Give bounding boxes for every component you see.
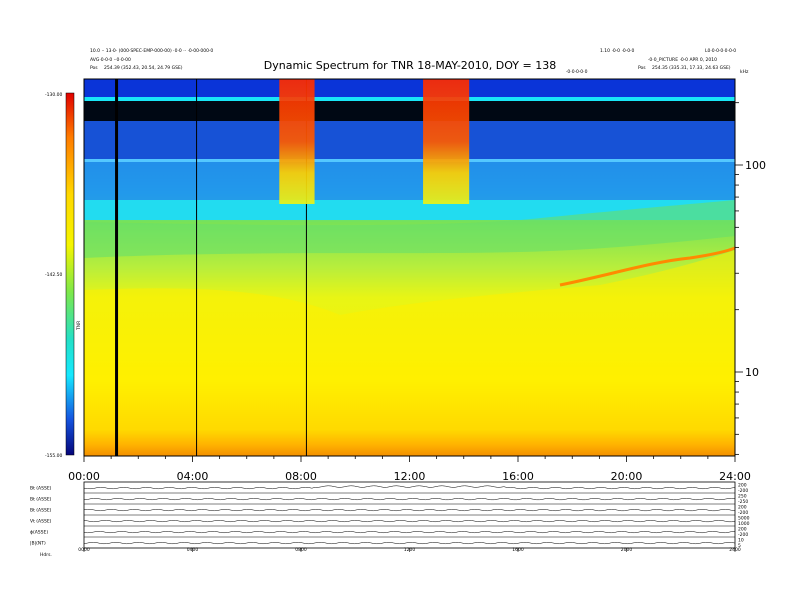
bottom-right-label-3: -250	[738, 499, 748, 505]
bottom-row-label-2: Bt (ASSE)	[30, 508, 52, 514]
bottom-row-trace-0	[83, 485, 736, 490]
green-transition-band	[84, 200, 735, 258]
right-axis-label-10: 10	[745, 366, 759, 379]
x-axis-label-4: 16:00	[502, 470, 534, 483]
bottom-row-label-3: Vt (ASSE)	[30, 519, 52, 525]
bottom-x-label-4: 1600	[512, 547, 524, 553]
bottom-row-label-4: ϕ(ASSE)	[30, 530, 48, 536]
bottom-right-label-8: 200	[738, 527, 747, 533]
x-axis-label-2: 08:00	[285, 470, 317, 483]
header-right-pos-value: 254.35 (335.31, 17.33, 24.63 GSE)	[652, 65, 731, 71]
blue-band	[84, 121, 735, 161]
bottom-right-label-2: 250	[738, 494, 747, 500]
x-axis-label-1: 04:00	[177, 470, 209, 483]
colorbar-unit-label: TNR	[76, 321, 82, 331]
bottom-right-label-10: 10	[738, 538, 744, 544]
bottom-right-label-7: 1000	[738, 521, 750, 527]
header-left-pos-label: Pos	[90, 65, 98, 71]
cyan-band	[84, 162, 735, 202]
x-axis-label-5: 20:00	[611, 470, 643, 483]
bursts-group	[279, 79, 470, 204]
header-right-line1-left: 1.10 ·0·0 ·0·0·0	[600, 48, 634, 54]
orange-plasma-line	[559, 246, 736, 287]
bottom-row-trace-2	[83, 509, 736, 512]
bottom-row-label-0: Bt (ASSE)	[30, 486, 52, 492]
x-axis-label-0: 00:00	[68, 470, 100, 483]
bottom-row-trace-3	[83, 520, 736, 523]
bottom-row-label-1: Bt (ASSE)	[30, 497, 52, 503]
bottom-row-trace-1	[83, 498, 736, 501]
header-left-line1: 10.0 ·· 13·0· (000·SPEC·EMP·000·00) ·0·0…	[90, 48, 213, 54]
bottom-x-label-2: 0800	[295, 547, 307, 553]
dark-band-black	[84, 101, 735, 121]
spectrogram-plot	[83, 78, 736, 457]
header-center-marker: ·0·0·0·0·0	[566, 69, 588, 75]
bottom-right-label-0: 200	[738, 483, 747, 489]
header-right-line1-right: L0·0·0·0·0·0·0	[705, 48, 736, 54]
khz-unit-label: kHz	[740, 69, 749, 75]
colorbar-mid-label: -142.50	[45, 272, 63, 278]
bottom-x-label-6: 2400	[729, 547, 741, 553]
bottom-x-label-3: 1200	[404, 547, 416, 553]
x-axis-label-3: 12:00	[394, 470, 426, 483]
bottom-row-label-5: |B|(NT)	[30, 541, 46, 547]
bottom-right-label-1: -200	[738, 488, 748, 494]
bright-line-lower	[84, 159, 735, 162]
radio-burst-2	[423, 79, 470, 204]
chart-title: Dynamic Spectrum for TNR 18-MAY-2010, DO…	[264, 59, 556, 72]
radio-burst-1	[279, 79, 315, 204]
header-right-line2: ·0·0_PICTURE ·0·0 APR 0, 2010	[648, 57, 717, 63]
right-axis-label-100: 100	[745, 159, 766, 172]
colorbar-min-label: -155.00	[45, 453, 63, 459]
x-axis: 00:00 04:00 08:00 12:00 16:00 20:00 24:00	[68, 456, 751, 483]
bottom-right-label-6: 5000	[738, 516, 750, 522]
bottom-right-label-5: -200	[738, 510, 748, 516]
header-left-line2: AVG·0·0·0 ··0·0·00	[90, 57, 131, 63]
colorbar-max-label: -130.00	[45, 92, 63, 98]
bottom-panel: Hdrs. Bt (ASSE) Bt (ASSE) Bt (ASSE) Vt (ASS…	[30, 481, 750, 558]
bottom-row-trace-5	[83, 542, 736, 545]
bright-line-upper	[84, 97, 735, 101]
bottom-x-label-0: 0000	[78, 547, 90, 553]
bottom-row-trace-4	[83, 531, 736, 534]
header-left-pos-value: 254.39 (352.43, 20.54, 24.79 GSE)	[104, 65, 183, 71]
bottom-x-label-5: 2000	[621, 547, 633, 553]
bottom-corner-label: Hdrs.	[40, 552, 52, 558]
bottom-right-label-11: 5	[738, 543, 741, 549]
right-axis: 100 10	[735, 102, 766, 455]
yellow-plasma-ridge	[84, 250, 735, 456]
dark-band-upper	[84, 79, 735, 97]
x-axis-label-6: 24:00	[719, 470, 751, 483]
header-right-pos-label: Pos	[638, 65, 646, 71]
bottom-right-label-4: 200	[738, 505, 747, 511]
bottom-right-label-9: -200	[738, 532, 748, 538]
bottom-x-label-1: 0400	[187, 547, 199, 553]
colorbar	[65, 92, 75, 456]
